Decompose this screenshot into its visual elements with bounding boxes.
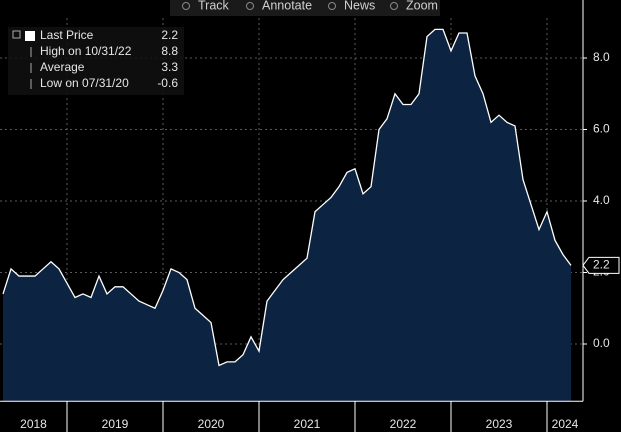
x-tick-label: 2023 [486, 417, 513, 431]
y-tick-label: 6.0 [593, 122, 610, 136]
legend-bg [8, 27, 184, 95]
legend-value: 2.2 [161, 28, 178, 42]
legend: Last Price 2.2 High on 10/31/22 8.8 Average 3… [8, 27, 184, 95]
last-price-tag [582, 256, 620, 274]
y-tick-label: 4.0 [593, 193, 610, 207]
y-tick-label: 8.0 [593, 50, 610, 64]
legend-label: Average [40, 60, 85, 74]
toolbar: Track Annotate News Zoom [170, 0, 440, 16]
x-tick-label: 2020 [198, 417, 225, 431]
toolbar-button[interactable]: News [344, 0, 375, 12]
price-line [2, 28, 572, 367]
toolbar-icon [328, 2, 336, 10]
legend-label: Last Price [40, 28, 94, 42]
toolbar-button[interactable]: Zoom [406, 0, 438, 12]
legend-swatch [25, 31, 35, 41]
last-price-label: 2.2 [593, 258, 610, 272]
x-tick-label: 2018 [20, 417, 47, 431]
toolbar-icon [246, 2, 254, 10]
x-tick-label: 2021 [294, 417, 321, 431]
legend-value: 3.3 [161, 60, 178, 74]
legend-label: Low on 07/31/20 [40, 76, 129, 90]
x-tick-label: 2022 [390, 417, 417, 431]
toolbar-icon [182, 2, 190, 10]
y-tick-label: 0.0 [593, 336, 610, 350]
x-tick-label: 2019 [102, 417, 129, 431]
toolbar-button[interactable]: Track [198, 0, 230, 12]
legend-value: -0.6 [157, 76, 178, 90]
toolbar-button[interactable]: Annotate [262, 0, 312, 12]
legend-label: High on 10/31/22 [40, 44, 132, 58]
toolbar-bg [170, 0, 440, 16]
toolbar-icon [390, 2, 398, 10]
legend-value: 8.8 [161, 44, 178, 58]
x-tick-label: 2024 [552, 417, 579, 431]
legend-toggle[interactable] [12, 30, 21, 39]
area-fill [3, 29, 571, 402]
